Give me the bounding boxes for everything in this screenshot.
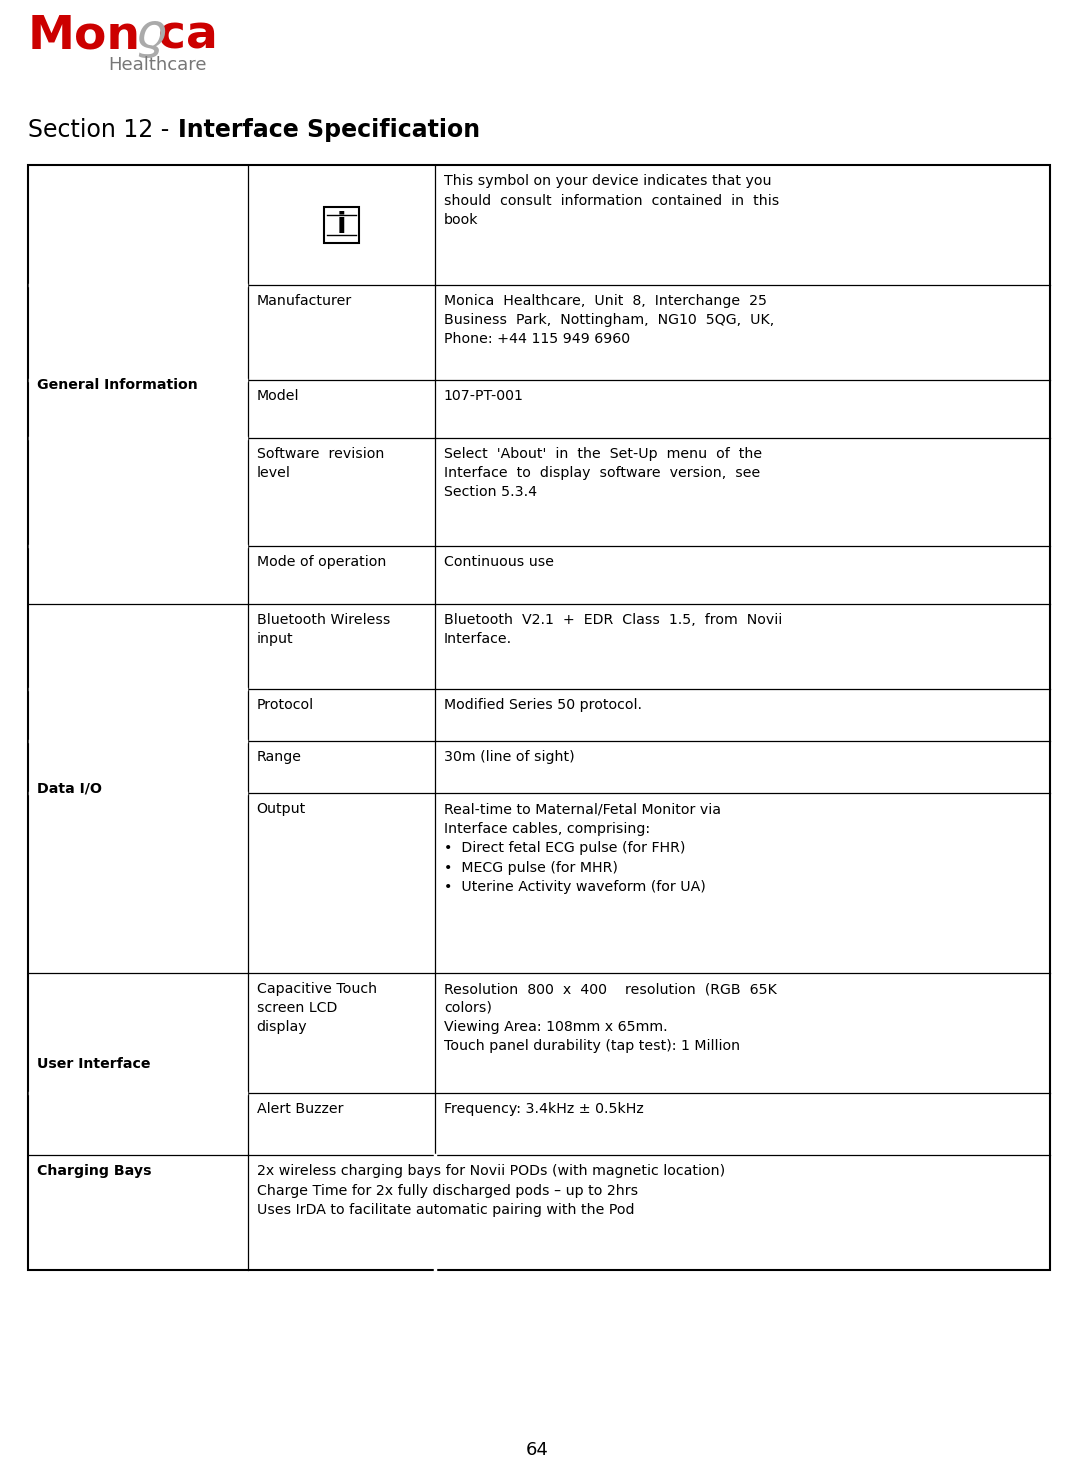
Text: Resolution  800  x  400    resolution  (RGB  65K
colors)
Viewing Area: 108mm x 6: Resolution 800 x 400 resolution (RGB 65K… <box>444 982 776 1052</box>
Text: Continuous use: Continuous use <box>444 556 554 569</box>
Text: Real-time to Maternal/Fetal Monitor via
Interface cables, comprising:
•  Direct : Real-time to Maternal/Fetal Monitor via … <box>444 802 720 895</box>
Text: General Information: General Information <box>37 377 198 392</box>
Text: Modified Series 50 protocol.: Modified Series 50 protocol. <box>444 699 642 712</box>
Text: Model: Model <box>257 389 299 402</box>
Text: Monica  Healthcare,  Unit  8,  Interchange  25
Business  Park,  Nottingham,  NG1: Monica Healthcare, Unit 8, Interchange 2… <box>444 293 774 346</box>
Text: Output: Output <box>257 802 306 817</box>
Text: Interface Specification: Interface Specification <box>178 118 481 142</box>
FancyBboxPatch shape <box>324 208 359 243</box>
Text: 107-PT-001: 107-PT-001 <box>444 389 524 402</box>
Text: Healthcare: Healthcare <box>108 56 206 74</box>
Text: Range: Range <box>257 750 302 764</box>
Text: 30m (line of sight): 30m (line of sight) <box>444 750 574 764</box>
Text: Charging Bays: Charging Bays <box>37 1164 152 1178</box>
Text: Manufacturer: Manufacturer <box>257 293 352 308</box>
Bar <box>28 165 1050 1271</box>
Text: Bluetooth  V2.1  +  EDR  Class  1.5,  from  Novii
Interface.: Bluetooth V2.1 + EDR Class 1.5, from Nov… <box>444 613 782 646</box>
Text: 64: 64 <box>526 1442 549 1459</box>
Text: i: i <box>336 211 346 239</box>
Text: Protocol: Protocol <box>257 699 314 712</box>
Text: Frequency: 3.4kHz ± 0.5kHz: Frequency: 3.4kHz ± 0.5kHz <box>444 1103 644 1116</box>
Text: Software  revision
level: Software revision level <box>257 447 384 481</box>
Text: Mon: Mon <box>28 13 141 57</box>
Text: This symbol on your device indicates that you
should  consult  information  cont: This symbol on your device indicates tha… <box>444 174 779 227</box>
Text: 2x wireless charging bays for Novii PODs (with magnetic location)
Charge Time fo: 2x wireless charging bays for Novii PODs… <box>257 1164 725 1218</box>
Text: Data I/O: Data I/O <box>37 781 102 796</box>
Text: Alert Buzzer: Alert Buzzer <box>257 1103 343 1116</box>
Text: User Interface: User Interface <box>37 1057 151 1072</box>
Text: Select  'About'  in  the  Set-Up  menu  of  the
Interface  to  display  software: Select 'About' in the Set-Up menu of the… <box>444 447 762 498</box>
Text: Bluetooth Wireless
input: Bluetooth Wireless input <box>257 613 390 646</box>
Text: ca: ca <box>158 13 218 57</box>
Text: Section 12 -: Section 12 - <box>28 118 176 142</box>
Text: Mode of operation: Mode of operation <box>257 556 386 569</box>
Text: ƍ: ƍ <box>137 10 167 57</box>
Text: Capacitive Touch
screen LCD
display: Capacitive Touch screen LCD display <box>257 982 377 1033</box>
